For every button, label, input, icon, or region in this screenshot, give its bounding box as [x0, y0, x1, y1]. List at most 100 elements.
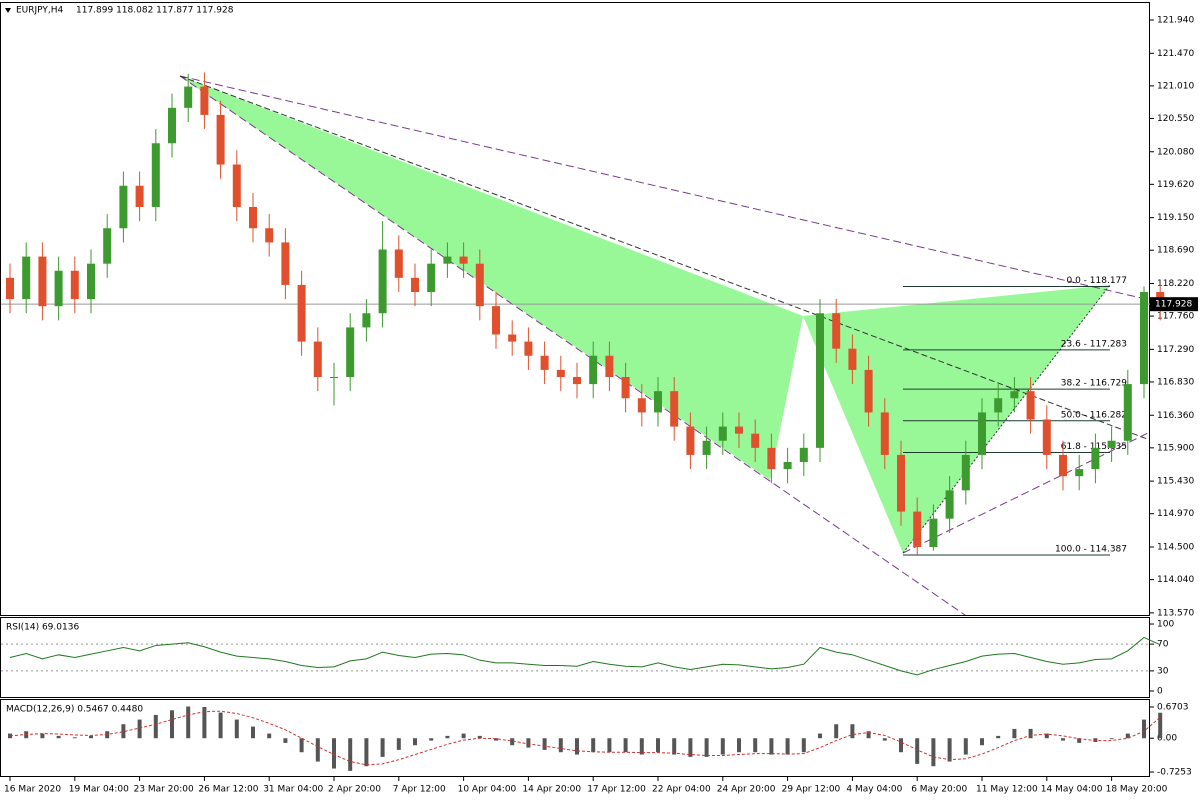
candle-body: [832, 313, 841, 349]
macd-bar: [623, 738, 628, 753]
ohlc: 117.899 118.082 117.877 117.928: [76, 6, 234, 16]
candle-body: [394, 249, 403, 278]
y-tick-label: 120.080: [1157, 147, 1194, 157]
x-tick-label: 18 May 20:00: [1106, 785, 1168, 795]
x-tick-label: 6 May 20:00: [911, 785, 967, 795]
candle-body: [378, 249, 387, 314]
macd-bar: [283, 738, 288, 743]
macd-bar: [348, 738, 353, 771]
macd-bar: [996, 735, 1001, 739]
macd-bar: [1077, 738, 1082, 743]
x-tick-label: 2 Apr 20:00: [328, 785, 381, 795]
x-tick-label: 23 Mar 20:00: [134, 785, 194, 795]
symbol: EURJPY,H4: [16, 6, 64, 16]
candle-body: [880, 412, 889, 455]
candle-body: [573, 377, 581, 385]
macd-bar: [170, 710, 174, 739]
candle-body: [702, 440, 711, 455]
candle-body: [281, 242, 290, 285]
x-tick-label: 22 Apr 04:00: [652, 785, 711, 795]
macd-bar: [737, 738, 741, 753]
candle-body: [670, 391, 679, 427]
macd-bar: [753, 738, 758, 753]
macd-bar: [315, 738, 320, 762]
macd-bar: [396, 738, 401, 750]
macd-bar: [234, 719, 239, 739]
candle-body: [783, 462, 792, 470]
trend-line: [179, 75, 1150, 301]
y-tick-label: 70: [1157, 640, 1169, 650]
candle-body: [265, 228, 274, 243]
macd-bar: [785, 738, 790, 755]
x-tick-label: 31 Mar 04:00: [263, 785, 323, 795]
candle-body: [556, 369, 565, 377]
candle-body: [475, 263, 484, 307]
y-tick-label: 119.620: [1157, 180, 1194, 190]
macd-bar: [1142, 719, 1146, 739]
y-tick-label: 114.970: [1157, 509, 1194, 519]
candle-body: [346, 327, 355, 377]
fib-label: 50.0 - 116.282: [1061, 410, 1127, 420]
y-tick-label: 117.290: [1157, 345, 1194, 355]
macd-bar: [769, 738, 774, 755]
menu-arrow[interactable]: [5, 8, 11, 13]
x-tick-label: 29 Apr 12:00: [782, 785, 841, 795]
frames: [0, 2, 1150, 777]
macd-bar: [1109, 738, 1114, 740]
candle-body: [929, 518, 938, 547]
pattern-bcd: [803, 285, 1110, 553]
candle-body: [297, 284, 306, 342]
candle-body: [751, 433, 760, 448]
macd-bar: [251, 726, 255, 739]
candle-body: [103, 228, 112, 264]
candle-body: [589, 355, 598, 385]
macd-bar: [542, 738, 547, 750]
candle-body: [135, 185, 144, 207]
macd-bar: [1044, 733, 1049, 739]
rsi-title: RSI(14) 69.0136: [6, 623, 79, 633]
macd-bar: [850, 724, 855, 739]
candle-body: [1091, 447, 1100, 470]
macd-bar: [413, 738, 417, 746]
macd-bar: [72, 737, 77, 739]
macd-bar: [267, 733, 272, 739]
macd-bar: [639, 738, 644, 755]
candle-body: [1140, 292, 1148, 385]
candle-body: [411, 277, 419, 292]
macd-bar: [834, 724, 839, 739]
macd-bar: [818, 733, 822, 739]
candle-body: [621, 377, 630, 399]
candle-body: [686, 426, 695, 455]
macd-bar: [526, 738, 531, 748]
macd-bar: [801, 738, 806, 753]
macd-bar: [40, 733, 45, 739]
candle-body: [151, 143, 160, 207]
trend-line: [179, 75, 1150, 441]
candle-body: [1123, 384, 1132, 441]
signal-line: [9, 710, 1161, 766]
candle-body: [70, 270, 79, 300]
trend-line: [902, 284, 1111, 554]
fib-label: 0.0 - 118.177: [1067, 276, 1128, 286]
candle-body: [1075, 469, 1084, 477]
candle-body: [1107, 440, 1116, 448]
macd-bar: [186, 706, 191, 739]
macd-bar: [429, 738, 434, 741]
candle-body: [216, 114, 225, 165]
y-tick-label: 114.040: [1157, 575, 1194, 585]
candle-body: [524, 341, 533, 356]
candle-body: [1010, 391, 1019, 399]
x-tick-label: 19 Mar 04:00: [69, 785, 129, 795]
y-tick-label: 115.430: [1157, 477, 1194, 487]
x-tick-label: 16 Mar 2020: [4, 785, 61, 795]
y-tick-label: 114.500: [1157, 543, 1194, 553]
y-tick-label: 121.470: [1157, 49, 1194, 59]
x-tick-label: 17 Apr 12:00: [587, 785, 646, 795]
macd-bar: [380, 738, 385, 757]
candle-body: [249, 207, 257, 229]
candle-body: [1026, 391, 1035, 420]
candle-body: [119, 185, 128, 229]
macd-bar: [1158, 712, 1163, 739]
y-tick-label: 116.830: [1157, 377, 1194, 387]
macd-bar: [931, 738, 936, 767]
